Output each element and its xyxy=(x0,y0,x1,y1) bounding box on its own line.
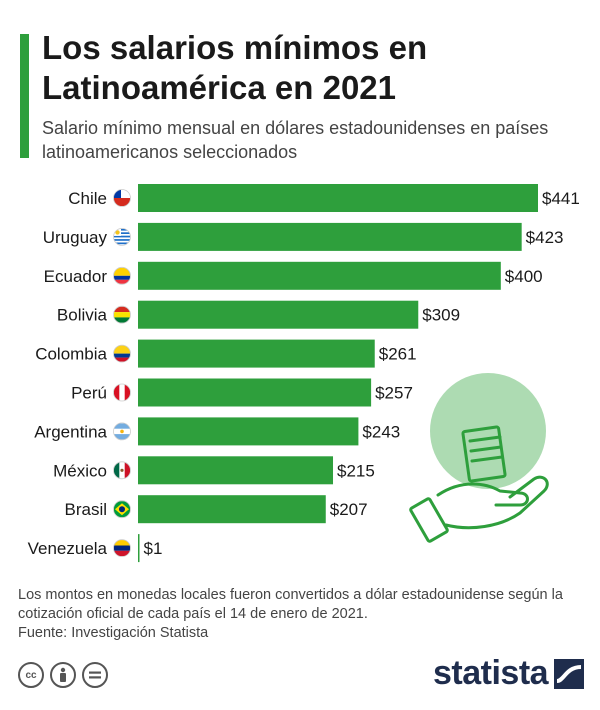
bar-colombia xyxy=(138,339,375,368)
flag-peru-icon xyxy=(113,383,131,402)
value-label-argentina: $243 xyxy=(362,422,400,441)
bar-brasil xyxy=(138,495,326,524)
value-label-chile: $441 xyxy=(542,189,580,208)
footnote: Los montos en monedas locales fueron con… xyxy=(18,587,563,622)
cc-icon[interactable]: cc xyxy=(18,662,44,688)
value-label-venezuela: $1 xyxy=(144,539,163,558)
page-subtitle: Salario mínimo mensual en dólares estado… xyxy=(42,118,549,162)
flag-ecuador-icon xyxy=(113,266,131,285)
bar-ecuador xyxy=(138,261,501,290)
flag-venezuela-icon xyxy=(113,539,131,558)
flag-argentina-icon xyxy=(113,422,131,441)
flag-bolivia-icon xyxy=(113,305,131,324)
value-label-mexico: $215 xyxy=(337,461,375,480)
attribution-icon[interactable] xyxy=(50,662,76,688)
statista-logo[interactable]: statista xyxy=(433,654,585,693)
category-label-venezuela: Venezuela xyxy=(28,539,108,558)
flag-brasil-icon xyxy=(113,500,131,519)
flag-chile-icon xyxy=(113,189,131,207)
category-label-ecuador: Ecuador xyxy=(44,267,108,286)
category-label-colombia: Colombia xyxy=(35,345,107,364)
bar-chart: Chile $441 Uruguay $423 Ecuador $400 Bolivia $3… xyxy=(28,184,580,563)
license-icons: cc xyxy=(18,662,108,688)
bar-uruguay xyxy=(138,222,522,251)
category-label-brasil: Brasil xyxy=(64,500,107,519)
category-label-chile: Chile xyxy=(68,189,107,208)
flag-colombia-icon xyxy=(113,344,131,363)
bar-bolivia xyxy=(138,300,419,329)
category-label-argentina: Argentina xyxy=(34,422,107,441)
value-label-ecuador: $400 xyxy=(505,267,543,286)
category-label-mexico: México xyxy=(53,461,107,480)
accent-bar xyxy=(20,34,29,158)
value-label-peru: $257 xyxy=(375,384,413,403)
category-label-peru: Perú xyxy=(71,384,107,403)
value-label-uruguay: $423 xyxy=(526,228,564,247)
bar-argentina xyxy=(138,417,359,446)
bar-mexico xyxy=(138,456,334,485)
flag-mexico-icon xyxy=(113,461,131,480)
brand-name: statista xyxy=(433,654,549,692)
bar-venezuela xyxy=(138,534,140,563)
no-derivatives-icon[interactable] xyxy=(82,662,108,688)
value-label-colombia: $261 xyxy=(379,345,417,364)
flag-uruguay-icon xyxy=(113,228,131,246)
bar-chile xyxy=(138,184,538,212)
category-label-bolivia: Bolivia xyxy=(57,306,108,325)
page-title: Los salarios mínimos en Latinoamérica en… xyxy=(42,29,428,106)
statista-logo-icon xyxy=(554,658,585,689)
bar-peru xyxy=(138,378,372,407)
source-note: Fuente: Investigación Statista xyxy=(18,625,209,641)
money-hand-illustration xyxy=(409,373,549,543)
value-label-bolivia: $309 xyxy=(422,306,460,325)
category-label-uruguay: Uruguay xyxy=(43,228,108,247)
value-label-brasil: $207 xyxy=(330,500,368,519)
